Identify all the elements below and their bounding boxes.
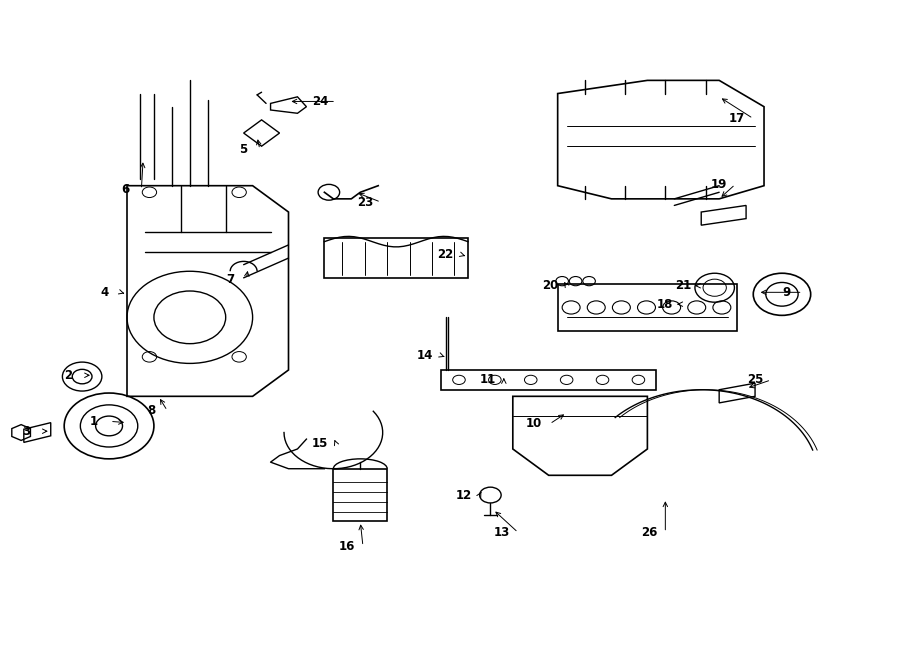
Text: 22: 22 [437,249,454,261]
Text: 19: 19 [711,178,727,191]
Text: 5: 5 [239,143,248,156]
Text: 7: 7 [226,272,234,286]
Text: 4: 4 [101,286,109,299]
Text: 20: 20 [543,279,559,292]
Text: 17: 17 [729,112,745,125]
Text: 21: 21 [675,279,691,292]
Text: 13: 13 [494,526,510,539]
Text: 24: 24 [311,95,328,108]
Text: 18: 18 [657,297,673,311]
Text: 16: 16 [338,540,355,553]
Text: 8: 8 [147,405,156,417]
Text: 9: 9 [782,286,790,299]
Text: 26: 26 [641,526,657,539]
Text: 23: 23 [356,196,373,209]
Text: 25: 25 [747,373,763,387]
Text: 14: 14 [417,349,433,362]
Text: 3: 3 [22,425,31,438]
Text: 12: 12 [455,488,472,502]
Text: 6: 6 [122,183,130,196]
Text: 11: 11 [480,373,496,387]
Text: 1: 1 [90,415,98,428]
Text: 2: 2 [65,369,73,382]
Text: 10: 10 [526,418,542,430]
Text: 15: 15 [311,437,328,450]
